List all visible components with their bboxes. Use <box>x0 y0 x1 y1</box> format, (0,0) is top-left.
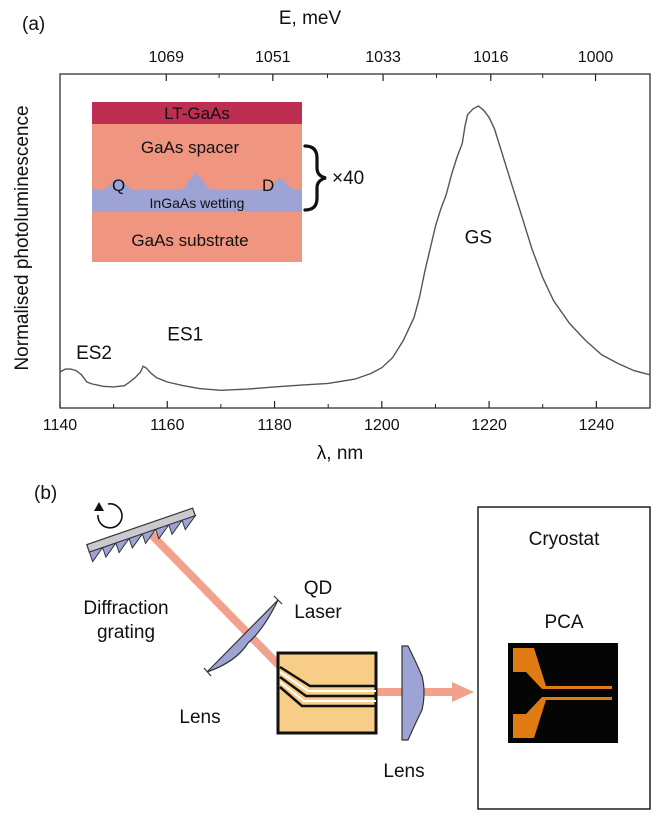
wetting-layer-label: InGaAs wetting <box>150 195 245 211</box>
pca-label: PCA <box>544 612 583 633</box>
y-axis-label: Normalised photoluminescence <box>12 105 33 370</box>
dot-label-q: Q <box>112 176 125 195</box>
x-tick-label: 1180 <box>257 417 292 434</box>
layer-structure-inset: LT-GaAs GaAs spacer Q D InGaAs wetting G… <box>92 102 364 262</box>
cryostat-label: Cryostat <box>529 529 600 550</box>
pl-spectrum-line <box>59 105 651 392</box>
panel-a-label: (a) <box>22 14 45 35</box>
cap-layer <box>92 102 302 124</box>
x2-tick-label: 1051 <box>255 49 291 66</box>
grating-label-line2: grating <box>97 622 155 643</box>
wetting-layer <box>92 172 302 212</box>
left-lens[interactable] <box>203 595 283 677</box>
x-tick-label: 1240 <box>579 417 615 434</box>
repeat-brace <box>303 144 327 212</box>
x2-tick-label: 1069 <box>148 49 184 66</box>
substrate-layer <box>92 212 302 262</box>
peak-annotations: ES2 ES1 GS <box>76 227 492 364</box>
x2-tick-label: 1000 <box>578 49 614 66</box>
pca-chip[interactable] <box>508 643 618 743</box>
top-axis-ticks: 1069 1051 1033 1016 1000 <box>148 49 613 81</box>
right-lens-label: Lens <box>383 761 424 782</box>
peak-label-es2: ES2 <box>76 343 112 364</box>
cryostat-box <box>477 506 651 810</box>
left-lens-label: Lens <box>179 707 220 728</box>
x-tick-label: 1200 <box>364 417 400 434</box>
laser-label-line1: QD <box>304 578 333 599</box>
beam-arrowhead <box>452 682 474 702</box>
x-axis-label: λ, nm <box>317 443 363 464</box>
x-tick-label: 1160 <box>150 417 185 434</box>
plot-frame <box>59 73 651 409</box>
x-tick-label: 1220 <box>471 417 507 434</box>
laser-label-line2: Laser <box>294 602 342 623</box>
cap-layer-label: LT-GaAs <box>164 104 230 123</box>
diffraction-grating[interactable] <box>86 507 199 563</box>
x2-tick-label: 1016 <box>473 49 509 66</box>
x2-tick-label: 1033 <box>365 49 401 66</box>
substrate-layer-label: GaAs substrate <box>131 231 248 250</box>
panel-b-label: (b) <box>34 483 57 504</box>
right-lens[interactable] <box>401 645 425 741</box>
peak-label-es1: ES1 <box>167 325 203 346</box>
dot-label-d: D <box>262 176 274 195</box>
spacer-layer-label: GaAs spacer <box>141 138 240 157</box>
x-tick-label: 1140 <box>43 417 78 434</box>
top-axis-label: E, meV <box>279 8 342 29</box>
grating-label-line1: Diffraction <box>83 598 168 619</box>
peak-label-gs: GS <box>465 227 492 248</box>
rotation-arrow-icon <box>94 502 123 529</box>
repeat-label: ×40 <box>332 168 364 189</box>
bottom-axis-ticks: 1140 1160 1180 1200 1220 1240 <box>43 401 614 434</box>
qd-laser[interactable] <box>276 651 378 735</box>
